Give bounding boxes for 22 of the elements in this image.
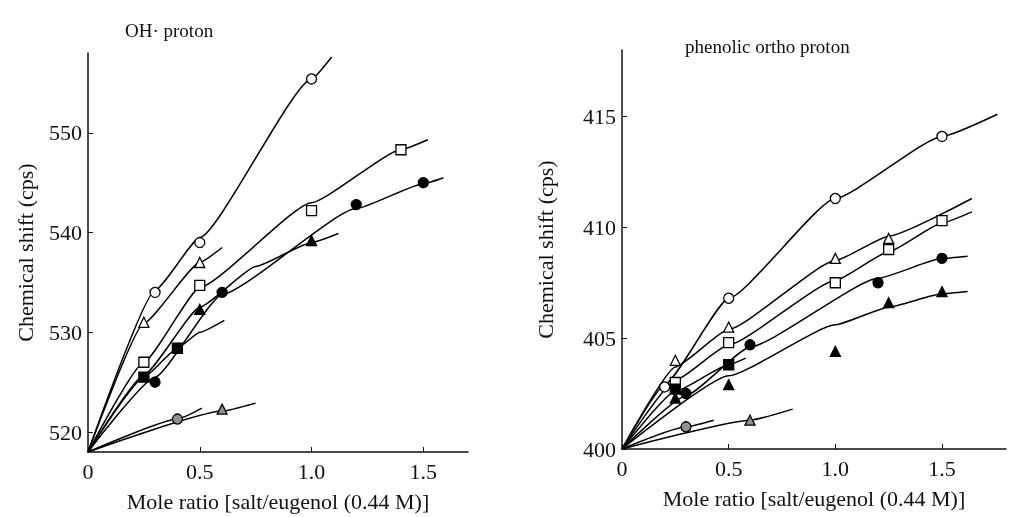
chart-title: phenolic ortho proton — [685, 36, 851, 57]
x-axis-title: Mole ratio [salt/eugenol (0.44 M)] — [662, 485, 966, 511]
y-tick-label: 520 — [49, 419, 82, 445]
y-tick-label: 400 — [583, 436, 616, 462]
y-axis-title: Chemical shift (cps) — [532, 160, 558, 339]
y-tick-label: 550 — [49, 120, 82, 146]
x-axis-title: Mole ratio [salt/eugenol (0.44 M)] — [126, 488, 430, 514]
y-tick-label: 410 — [583, 214, 616, 240]
x-tick-label: 1.0 — [297, 458, 326, 484]
x-tick-label: 1.0 — [821, 455, 850, 481]
y-tick-label: 405 — [583, 325, 616, 351]
chart-title: OH· proton — [125, 20, 214, 41]
y-axis-title: Chemical shift (cps) — [12, 163, 38, 342]
y-tick-label: 540 — [49, 220, 82, 246]
x-tick-label: 0.5 — [714, 455, 743, 481]
x-tick-label: 1.5 — [928, 455, 956, 481]
x-tick-label: 1.5 — [409, 458, 438, 484]
x-tick-label: 0 — [82, 458, 94, 484]
x-tick-label: 0.5 — [186, 458, 214, 484]
y-tick-label: 415 — [583, 104, 616, 129]
x-tick-label: 0 — [616, 455, 628, 481]
y-tick-label: 530 — [49, 319, 82, 345]
